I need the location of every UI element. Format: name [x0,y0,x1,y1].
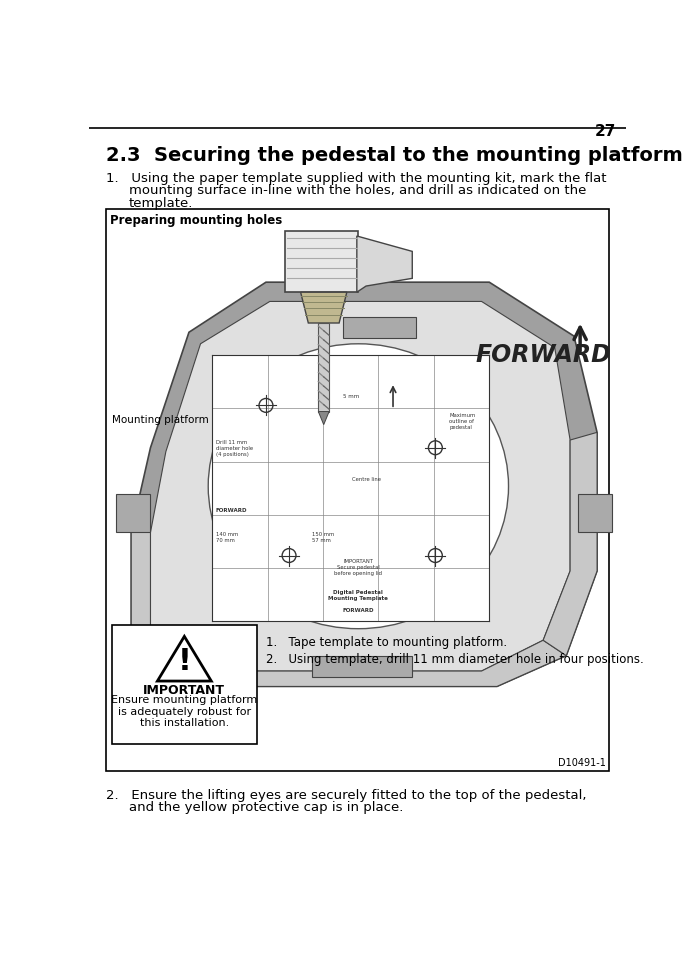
Bar [116,494,151,533]
Polygon shape [151,301,570,671]
Text: 2.   Ensure the lifting eyes are securely fitted to the top of the pedestal,: 2. Ensure the lifting eyes are securely … [106,789,586,802]
Text: FORWARD: FORWARD [216,507,247,513]
Polygon shape [131,641,566,686]
Text: IMPORTANT
Secure pedestal
before opening lid: IMPORTANT Secure pedestal before opening… [335,560,383,576]
Polygon shape [131,533,151,678]
Bar [343,317,416,338]
Text: Centre line: Centre line [351,477,381,482]
Text: IMPORTANT: IMPORTANT [144,684,225,697]
Text: !: ! [178,647,191,677]
Text: Preparing mounting holes: Preparing mounting holes [110,215,283,227]
Bar [212,356,489,621]
Bar [319,323,329,411]
Text: Ensure mounting platform
is adequately robust for
this installation.: Ensure mounting platform is adequately r… [112,695,257,728]
Text: 5 mm: 5 mm [343,394,359,399]
Bar [578,494,613,533]
Polygon shape [319,411,329,425]
Polygon shape [131,282,597,686]
Text: Drill 11 mm
diameter hole
(4 positions): Drill 11 mm diameter hole (4 positions) [216,440,253,457]
Text: template.: template. [129,196,193,210]
Polygon shape [543,433,597,656]
Text: 27: 27 [595,124,616,139]
Bar [312,656,412,677]
Polygon shape [300,293,347,323]
Text: Mounting platform: Mounting platform [112,415,208,426]
Text: FORWARD: FORWARD [343,608,374,613]
Text: and the yellow protective cap is in place.: and the yellow protective cap is in plac… [129,801,404,815]
Text: 1.   Using the paper template supplied with the mounting kit, mark the flat: 1. Using the paper template supplied wit… [106,172,606,185]
Text: 2.3  Securing the pedestal to the mounting platform: 2.3 Securing the pedestal to the mountin… [106,146,682,165]
Text: Maximum
outline of
pedestal: Maximum outline of pedestal [450,413,475,430]
Text: 1.   Tape template to mounting platform.: 1. Tape template to mounting platform. [266,637,507,649]
Text: 140 mm
70 mm: 140 mm 70 mm [216,533,238,543]
Text: FORWARD: FORWARD [475,343,611,367]
Polygon shape [158,637,211,681]
Text: 2.   Using template, drill 11 mm diameter hole in four positions.: 2. Using template, drill 11 mm diameter … [266,653,644,667]
Polygon shape [357,236,412,293]
Text: 150 mm
57 mm: 150 mm 57 mm [312,533,335,543]
Ellipse shape [208,344,509,629]
Bar [285,230,358,293]
Text: D10491-1: D10491-1 [558,758,606,768]
Bar [106,209,608,771]
Text: mounting surface in-line with the holes, and drill as indicated on the: mounting surface in-line with the holes,… [129,185,586,197]
Text: Digital Pedestal
Mounting Template: Digital Pedestal Mounting Template [328,590,388,601]
Bar [112,625,256,745]
